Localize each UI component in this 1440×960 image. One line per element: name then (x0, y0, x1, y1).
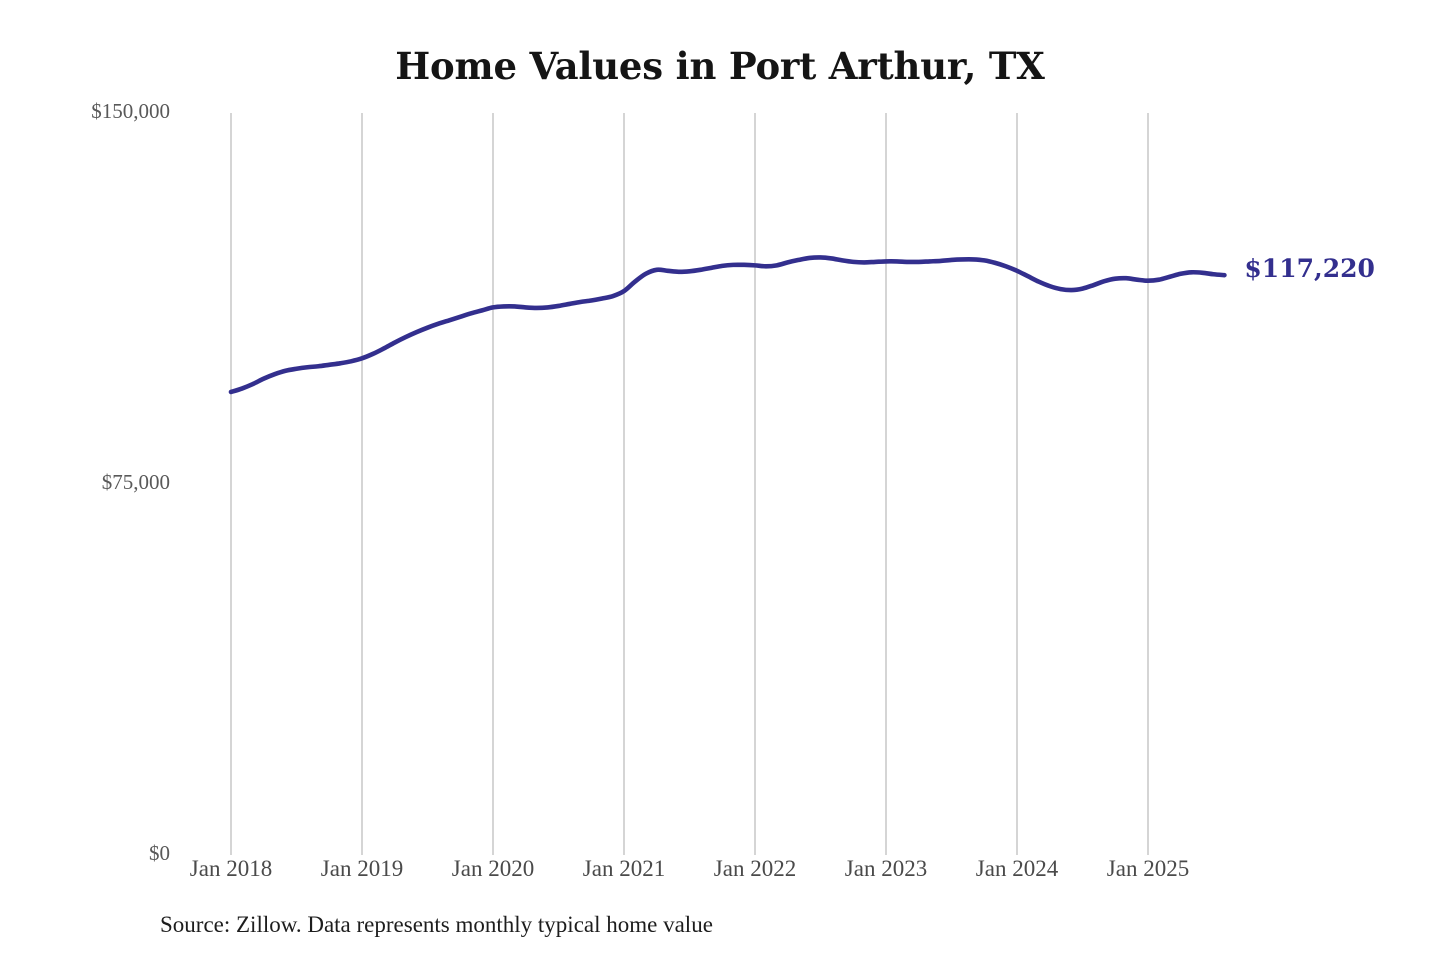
chart-title: Home Values in Port Arthur, TX (395, 44, 1045, 88)
x-axis-tick-jan-2022: Jan 2022 (713, 856, 797, 881)
x-axis-tick-jan-2018: Jan 2018 (189, 856, 273, 881)
source-footnote: Source: Zillow. Data represents monthly … (160, 912, 713, 937)
y-axis-tick-0: $0 (149, 841, 170, 865)
vertical-gridlines (230, 113, 1149, 855)
x-axis-tick-jan-2020: Jan 2020 (451, 856, 535, 881)
x-axis-tick-jan-2023: Jan 2023 (844, 856, 928, 881)
home-value-series-line (228, 255, 1227, 395)
x-axis-tick-jan-2021: Jan 2021 (582, 856, 666, 881)
end-value-annotation: $117,220 (1244, 254, 1375, 284)
x-axis-tick-jan-2019: Jan 2019 (320, 856, 404, 881)
y-axis-tick-150000: $150,000 (91, 99, 170, 123)
y-axis-tick-75000: $75,000 (101, 470, 170, 494)
x-axis-tick-jan-2025: Jan 2025 (1106, 856, 1190, 881)
x-axis-tick-jan-2024: Jan 2024 (975, 856, 1059, 881)
